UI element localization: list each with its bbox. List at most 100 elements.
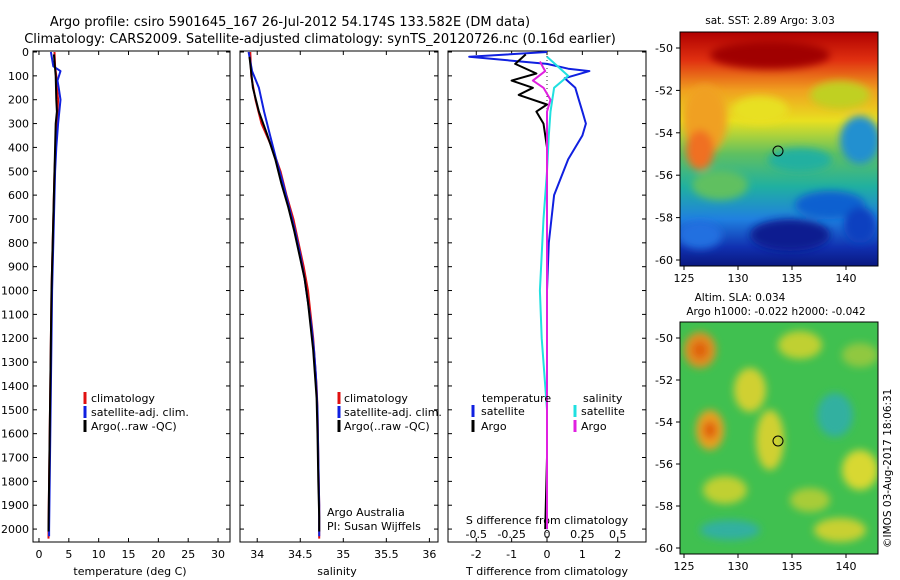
lon-tick-label: 140 (836, 272, 857, 285)
depth-tick-label: 100 (8, 70, 29, 83)
legend-label-climatology: climatology (344, 392, 408, 405)
legend-label-satellite: satellite-adj. clim. (91, 406, 189, 419)
legend-heading-salinity: salinity (583, 392, 623, 405)
sla-map-image (680, 322, 878, 554)
sst-map-lon-axis: 125 130 135 140 (674, 266, 857, 285)
figure-title-line2: Climatology: CARS2009. Satellite-adjuste… (24, 32, 616, 47)
depth-tick-label: 300 (8, 118, 29, 131)
depth-tick-label: 1800 (1, 475, 29, 488)
depth-tick-label: 1600 (1, 428, 29, 441)
difference-series (468, 51, 591, 530)
salinity-legend: climatology satellite-adj. clim. Argo(..… (337, 392, 442, 433)
depth-tick-label: 1000 (1, 285, 29, 298)
x-tick-label: 34 (250, 548, 264, 561)
depth-tick-label: 0 (22, 46, 29, 59)
lat-tick-label: -56 (655, 458, 673, 471)
lat-tick-label: -58 (655, 212, 673, 225)
sla-map-lat-axis: -50 -52 -54 -56 -58 -60 (655, 332, 680, 555)
series-line-t-argo (510, 53, 548, 530)
depth-axis: 0 100 200 300 400 500 600 700 800 900 1000 1100 1200… (1, 46, 646, 536)
legend-label-argo: Argo(..raw -QC) (344, 420, 430, 433)
difference-x-axis: -2 -1 0 1 2 (471, 51, 621, 561)
x-tick-label: 20 (151, 548, 165, 561)
legend-label-t-satellite: satellite (481, 405, 525, 418)
depth-tick-label: 1500 (1, 404, 29, 417)
lat-tick-label: -50 (655, 332, 673, 345)
imos-watermark: ©IMOS 03-Aug-2017 18:06:31 (882, 389, 894, 548)
sla-map-subtitle: Argo h1000: -0.022 h2000: -0.042 (686, 306, 865, 318)
lat-tick-label: -60 (655, 254, 673, 267)
t-difference-axis-label: T difference from climatology (465, 565, 628, 578)
sla-map-frame (679, 321, 879, 555)
x-tick-label: -2 (471, 548, 482, 561)
x-tick-label: 0 (544, 548, 551, 561)
depth-tick-label: 400 (8, 141, 29, 154)
depth-tick-label: 800 (8, 237, 29, 250)
lat-tick-label: -52 (655, 84, 673, 97)
sst-map-lat-axis: -50 -52 -54 -56 -58 -60 (655, 42, 680, 267)
salinity-panel (239, 50, 439, 543)
x-tick-top-label: -0.5 (466, 528, 487, 541)
legend-label-climatology: climatology (91, 392, 155, 405)
series-line-argo-raw-qc (47, 54, 58, 532)
depth-tick-label: 1900 (1, 499, 29, 512)
lat-tick-label: -56 (655, 169, 673, 182)
x-tick-label: 35 (336, 548, 350, 561)
lon-tick-label: 135 (782, 272, 803, 285)
depth-tick-label: 2000 (1, 523, 29, 536)
lat-tick-label: -54 (655, 416, 673, 429)
x-tick-top-label: 0 (544, 528, 551, 541)
depth-tick-label: 700 (8, 213, 29, 226)
sst-argo-location-marker (772, 145, 784, 157)
legend-label-argo: Argo(..raw -QC) (91, 420, 177, 433)
x-tick-label: 34.5 (288, 548, 313, 561)
x-tick-label: 25 (181, 548, 195, 561)
lat-tick-label: -52 (655, 374, 673, 387)
x-tick-top-label: 0.25 (570, 528, 595, 541)
sla-map-title: Altim. SLA: 0.034 (695, 292, 786, 304)
depth-tick-label: 1200 (1, 332, 29, 345)
temperature-axis-label: temperature (deg C) (73, 565, 186, 578)
x-tick-label: 10 (92, 548, 106, 561)
salinity-axis-label: salinity (317, 565, 357, 578)
series-line-s-argo (531, 61, 552, 530)
depth-tick-label: 600 (8, 189, 29, 202)
credit-agency: Argo Australia (327, 506, 405, 519)
depth-tick-label: 1100 (1, 308, 29, 321)
salinity-difference-x-axis: -0.5 -0.25 0 0.25 0.5 (466, 528, 627, 541)
temperature-legend: climatology satellite-adj. clim. Argo(..… (83, 392, 189, 433)
lon-tick-label: 130 (728, 560, 749, 573)
lon-tick-label: 130 (728, 272, 749, 285)
legend-label-s-satellite: satellite (581, 405, 625, 418)
sst-map-title: sat. SST: 2.89 Argo: 3.03 (705, 15, 835, 27)
x-tick-top-label: 0.5 (609, 528, 627, 541)
sla-map-lon-axis: 125 130 135 140 (674, 554, 857, 573)
depth-tick-label: 1300 (1, 356, 29, 369)
difference-legend: temperature salinity satellite satellite… (471, 392, 625, 433)
depth-tick-label: 1700 (1, 452, 29, 465)
lon-tick-label: 140 (836, 560, 857, 573)
figure-title-line1: Argo profile: csiro 5901645_167 26-Jul-2… (50, 15, 530, 30)
sst-map-image (680, 32, 878, 266)
temperature-x-axis: 0 5 10 15 20 25 30 (35, 51, 225, 561)
series-line-argo-raw-qc (248, 56, 321, 532)
lat-tick-label: -54 (655, 127, 673, 140)
x-tick-label: 35.5 (374, 548, 399, 561)
depth-tick-label: 900 (8, 261, 29, 274)
legend-label-t-argo: Argo (481, 420, 507, 433)
temperature-series (47, 51, 62, 539)
depth-tick-label: 200 (8, 94, 29, 107)
x-tick-top-label: -0.25 (497, 528, 525, 541)
series-line-t-satellite (468, 51, 591, 530)
salinity-series (247, 51, 321, 539)
x-tick-label: 15 (122, 548, 136, 561)
legend-label-s-argo: Argo (581, 420, 607, 433)
x-tick-label: 2 (614, 548, 621, 561)
depth-tick-label: 500 (8, 165, 29, 178)
lon-tick-label: 135 (782, 560, 803, 573)
x-tick-label: 1 (579, 548, 586, 561)
legend-label-satellite: satellite-adj. clim. (344, 406, 442, 419)
depth-tick-label: 1400 (1, 380, 29, 393)
x-tick-label: -1 (506, 548, 517, 561)
legend-heading-temperature: temperature (482, 392, 551, 405)
